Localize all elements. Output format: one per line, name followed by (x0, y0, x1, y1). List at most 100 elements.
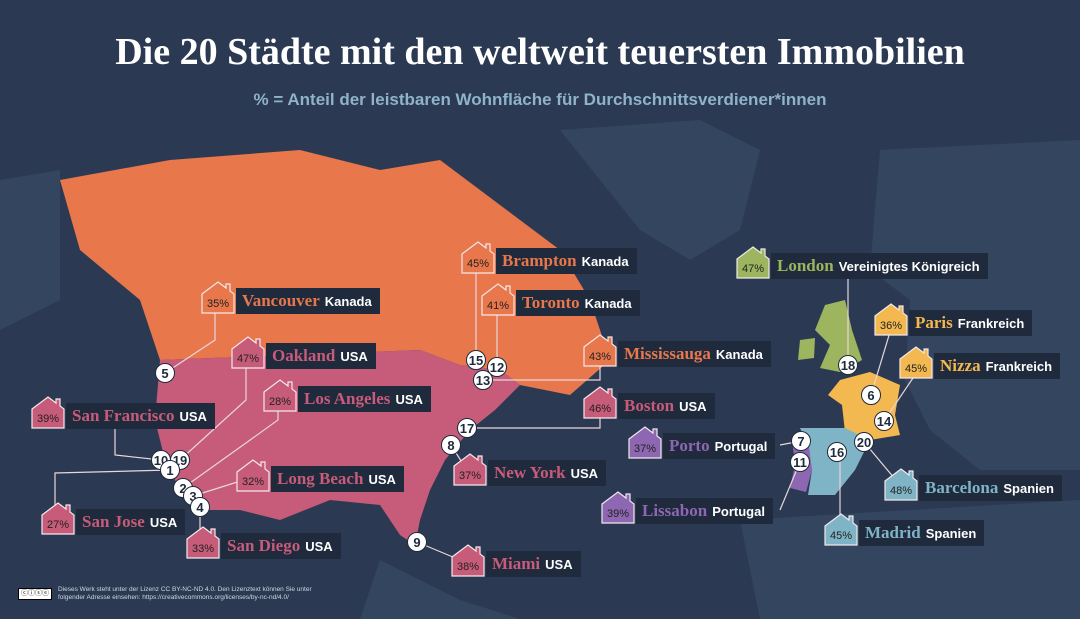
house-icon: 37% (452, 452, 488, 486)
house-icon: 33% (185, 525, 221, 559)
city-label: 27% San Jose USA (40, 501, 186, 535)
cc-license-badge[interactable]: ⓒⓘⓢⓔ (18, 588, 52, 600)
rank-marker: 4 (190, 497, 210, 517)
house-icon: 45% (823, 512, 859, 546)
city-name: Mississauga (624, 344, 711, 363)
house-icon: 27% (40, 501, 76, 535)
affordability-percent: 28% (268, 396, 292, 408)
house-icon: 32% (235, 458, 271, 492)
affordability-percent: 47% (236, 353, 260, 365)
country-name: Frankreich (985, 358, 1053, 374)
country-name: USA (149, 514, 178, 530)
rank-marker: 9 (407, 532, 427, 552)
country-name: Kanada (324, 293, 372, 309)
house-icon: 35% (200, 280, 236, 314)
house-icon: 47% (230, 335, 266, 369)
affordability-percent: 37% (458, 470, 482, 482)
city-name: Madrid (865, 523, 921, 542)
country-name: Kanada (715, 346, 763, 362)
canada-region (60, 150, 610, 395)
city-label: 39% Lissabon Portugal (600, 490, 773, 524)
uk-region (798, 300, 862, 372)
city-label: 32% Long Beach USA (235, 458, 404, 492)
city-name: San Diego (227, 536, 301, 555)
city-name: Boston (624, 396, 675, 415)
house-icon: 37% (627, 425, 663, 459)
affordability-percent: 36% (879, 320, 903, 332)
city-label: 28% Los Angeles USA (262, 378, 431, 412)
rank-marker: 18 (838, 355, 858, 375)
country-name: Frankreich (957, 315, 1025, 331)
city-name: Toronto (522, 293, 580, 312)
city-name: Long Beach (277, 469, 364, 488)
rank-marker: 1 (160, 460, 180, 480)
country-name: USA (179, 408, 207, 424)
city-label: 47% Oakland USA (230, 335, 376, 369)
city-label: 36% Paris Frankreich (873, 302, 1033, 336)
rank-marker: 13 (473, 370, 493, 390)
page-title: Die 20 Städte mit den weltweit teuersten… (115, 31, 965, 73)
rank-marker: 5 (155, 363, 175, 383)
city-name: Oakland (272, 346, 336, 365)
city-name: Vancouver (242, 291, 320, 310)
city-name: Porto (669, 436, 710, 455)
affordability-percent: 41% (486, 300, 510, 312)
affordability-percent: 45% (904, 363, 928, 375)
affordability-percent: 39% (606, 508, 630, 520)
country-name: Kanada (584, 295, 632, 311)
city-label: 39% San Francisco USA (30, 395, 215, 429)
city-name: San Jose (82, 512, 145, 531)
country-name: Portugal (712, 503, 765, 519)
affordability-percent: 46% (588, 403, 612, 415)
rank-marker: 17 (457, 418, 477, 438)
city-label: 45% Brampton Kanada (460, 240, 637, 274)
city-name: Paris (915, 313, 953, 332)
city-name: San Francisco (72, 406, 175, 425)
rank-marker: 8 (441, 435, 461, 455)
city-name: Nizza (940, 356, 981, 375)
city-name: Los Angeles (304, 389, 391, 408)
country-name: Portugal (714, 438, 768, 454)
affordability-percent: 27% (46, 519, 70, 531)
city-label: 45% Nizza Frankreich (898, 345, 1061, 379)
city-name: New York (494, 463, 566, 482)
country-name: USA (305, 538, 333, 554)
country-name: USA (570, 465, 599, 481)
affordability-percent: 33% (191, 543, 215, 555)
house-icon: 28% (262, 378, 298, 412)
country-name: USA (340, 348, 368, 364)
city-name: Miami (492, 554, 541, 573)
rank-marker: 15 (466, 350, 486, 370)
country-name: USA (545, 556, 573, 572)
house-icon: 38% (450, 543, 486, 577)
page-subtitle: % = Anteil der leistbaren Wohnfläche für… (253, 90, 827, 109)
license-text: Dieses Werk steht unter der Lizenz CC BY… (58, 586, 312, 601)
city-label: 45% Madrid Spanien (823, 512, 985, 546)
country-name: USA (679, 398, 707, 414)
house-icon: 46% (582, 385, 618, 419)
city-label: 37% New York USA (452, 452, 607, 486)
affordability-percent: 38% (456, 561, 480, 573)
city-label: 38% Miami USA (450, 543, 581, 577)
house-icon: 43% (582, 333, 618, 367)
affordability-percent: 47% (741, 263, 765, 275)
rank-marker: 7 (791, 431, 811, 451)
affordability-percent: 32% (241, 476, 265, 488)
house-icon: 48% (883, 467, 919, 501)
affordability-percent: 37% (633, 443, 657, 455)
city-label: 46% Boston USA (582, 385, 715, 419)
city-label: 37% Porto Portugal (627, 425, 776, 459)
country-name: Kanada (581, 253, 629, 269)
affordability-percent: 48% (889, 485, 913, 497)
affordability-percent: 35% (206, 298, 230, 310)
house-icon: 39% (600, 490, 636, 524)
country-name: Spanien (925, 525, 977, 541)
city-label: 41% Toronto Kanada (480, 282, 640, 316)
affordability-percent: 45% (466, 258, 490, 270)
rank-marker: 12 (487, 357, 507, 377)
house-icon: 41% (480, 282, 516, 316)
rank-marker: 11 (790, 452, 810, 472)
country-name: Spanien (1003, 480, 1054, 496)
house-icon: 39% (30, 395, 66, 429)
country-name: USA (368, 471, 396, 487)
